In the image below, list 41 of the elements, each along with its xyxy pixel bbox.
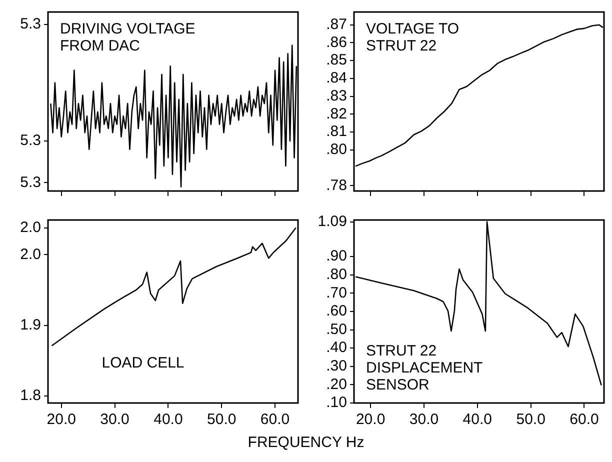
x-tick-label: 40.0 bbox=[154, 411, 183, 428]
y-tick-label: .90 bbox=[326, 248, 347, 265]
y-tick-label: .82 bbox=[326, 105, 347, 122]
y-tick-label: 2.0 bbox=[20, 218, 41, 236]
y-tick-label: .86 bbox=[326, 34, 347, 51]
text: LOAD CELL bbox=[102, 354, 184, 372]
text: VOLTAGE TO STRUT 22 bbox=[366, 20, 460, 55]
y-tick-label: .85 bbox=[326, 52, 347, 69]
y-tick-label: .20 bbox=[326, 376, 347, 393]
y-tick-label: .87 bbox=[326, 16, 347, 34]
y-tick-label: .83 bbox=[326, 87, 347, 104]
y-tick-label: .30 bbox=[326, 358, 347, 375]
y-tick-label: 5.3 bbox=[20, 174, 41, 191]
y-tick-label: .78 bbox=[326, 176, 347, 194]
y-tick-label: 5.3 bbox=[20, 16, 41, 33]
y-tick-label: .80 bbox=[326, 141, 347, 158]
y-tick-label: 2.0 bbox=[20, 246, 41, 263]
x-tick-label: 20.0 bbox=[356, 411, 386, 428]
x-tick-label: 30.0 bbox=[100, 411, 130, 428]
y-tick-label: .50 bbox=[326, 320, 347, 338]
x-tick-label: 30.0 bbox=[409, 411, 439, 428]
y-tick-label: 5.3 bbox=[20, 132, 41, 150]
x-tick-label: 60.0 bbox=[570, 411, 599, 428]
y-tick-label: .70 bbox=[326, 284, 347, 302]
x-tick-label: 40.0 bbox=[462, 411, 492, 428]
text: DRIVING VOLTAGE FROM DAC bbox=[60, 20, 196, 55]
y-tick-label: .81 bbox=[326, 123, 347, 140]
y-tick-label: .60 bbox=[326, 302, 347, 320]
x-axis-title: FREQUENCY Hz bbox=[246, 434, 366, 451]
y-tick-label: 1.09 bbox=[318, 212, 347, 230]
x-tick-label: 50.0 bbox=[207, 411, 236, 428]
y-tick-label: 1.9 bbox=[20, 316, 41, 334]
y-tick-label: .40 bbox=[326, 339, 347, 356]
x-tick-label: 50.0 bbox=[516, 411, 546, 428]
x-tick-label: 60.0 bbox=[260, 411, 290, 428]
y-tick-label: .80 bbox=[326, 266, 347, 284]
x-tick-label: 20.0 bbox=[46, 411, 76, 428]
text: STRUT 22 DISPLACEMENT SENSOR bbox=[366, 342, 483, 394]
y-tick-label: .84 bbox=[326, 70, 347, 87]
y-tick-label: .10 bbox=[326, 394, 347, 412]
y-tick-label: 1.8 bbox=[20, 387, 41, 404]
